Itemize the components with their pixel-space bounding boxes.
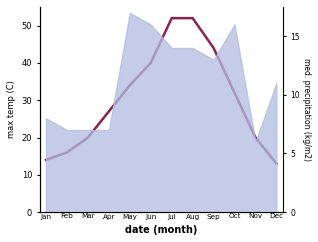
- X-axis label: date (month): date (month): [125, 225, 197, 235]
- Y-axis label: med. precipitation (kg/m2): med. precipitation (kg/m2): [302, 58, 311, 161]
- Y-axis label: max temp (C): max temp (C): [7, 81, 16, 138]
